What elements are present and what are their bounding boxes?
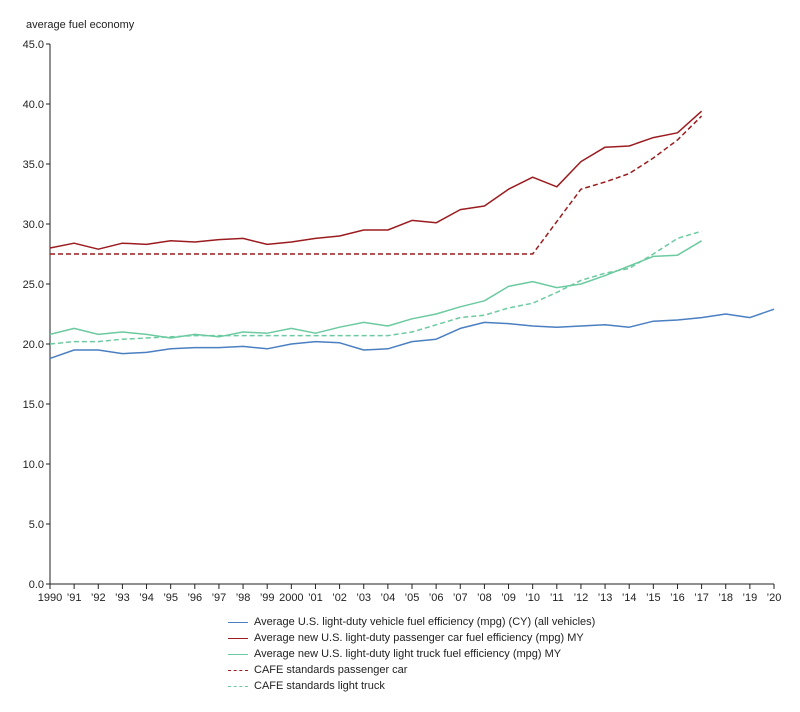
line-chart: average fuel economy 0.0 5.0 10.0 15.0 20.0 2… — [23, 19, 782, 604]
x-tick-label: ’20 — [767, 592, 782, 604]
series-line-4 — [50, 115, 703, 255]
y-tick-label: 30.0 — [23, 219, 44, 231]
x-tick-label: ’15 — [646, 592, 661, 604]
y-tick-label: 20.0 — [23, 339, 44, 351]
x-tick-label: ’08 — [477, 592, 492, 604]
series-line-5 — [49, 230, 702, 345]
x-tick-label: ’05 — [405, 592, 420, 604]
x-tick-label: ’01 — [308, 592, 323, 604]
x-tick-label: ’91 — [67, 592, 82, 604]
x-tick-label: ’02 — [332, 592, 347, 604]
y-tick-label: 40.0 — [23, 99, 44, 111]
x-tick-label: ’07 — [453, 592, 468, 604]
x-tick-label: ’94 — [139, 592, 154, 604]
x-tick-label: ’97 — [212, 592, 227, 604]
x-tick-label: ’99 — [260, 592, 275, 604]
x-tick-label: ’19 — [743, 592, 758, 604]
y-tick-label: 10.0 — [23, 459, 44, 471]
x-tick-label: ’11 — [550, 592, 564, 604]
y-tick-label: 35.0 — [23, 159, 44, 171]
x-tick-label: ’16 — [670, 592, 685, 604]
legend-label: CAFE standards light truck — [254, 680, 385, 692]
series-line-3 — [49, 240, 702, 339]
legend: Average U.S. light-duty vehicle fuel eff… — [228, 614, 595, 694]
x-tick-label: ’96 — [187, 592, 202, 604]
y-tick-label: 0.0 — [29, 579, 44, 591]
x-tick-label: ’06 — [429, 592, 444, 604]
x-tick-label: ’17 — [694, 592, 709, 604]
legend-swatch — [228, 685, 248, 687]
x-tick-label: 2000 — [279, 592, 303, 604]
x-tick-label: ’92 — [91, 592, 106, 604]
x-tick-label: ’98 — [236, 592, 251, 604]
legend-swatch — [228, 653, 248, 655]
legend-swatch — [228, 621, 248, 623]
x-tick-label: ’18 — [718, 592, 733, 604]
y-tick-label: 25.0 — [23, 279, 44, 291]
y-axis-title: average fuel economy — [26, 19, 135, 31]
x-tick-label: ’09 — [501, 592, 516, 604]
x-tick-label: ’04 — [381, 592, 396, 604]
legend-label: Average new U.S. light-duty passenger ca… — [254, 632, 584, 644]
legend-item: CAFE standards passenger car — [228, 662, 595, 678]
x-tick-label: ’10 — [525, 592, 540, 604]
x-tick-label: ’95 — [163, 592, 178, 604]
series-line-2 — [49, 110, 703, 250]
legend-item: Average new U.S. light-duty light truck … — [228, 646, 595, 662]
legend-label: Average new U.S. light-duty light truck … — [254, 648, 562, 660]
x-axis-ticks: 1990 ’91 ’92 ’93 ’94 ’95 ’96 ’97 ’98 ’99 2000 ’01 ’0… — [38, 584, 782, 604]
legend-item: CAFE standards light truck — [228, 678, 595, 694]
x-tick-label: 1990 — [38, 592, 62, 604]
y-tick-label: 45.0 — [23, 39, 44, 51]
legend-item: Average U.S. light-duty vehicle fuel eff… — [228, 614, 595, 630]
y-axis-ticks: 0.0 5.0 10.0 15.0 20.0 25.0 30.0 35.0 40.0 45.0 — [23, 39, 50, 591]
x-tick-label: ’03 — [356, 592, 371, 604]
x-tick-label: ’12 — [574, 592, 589, 604]
y-tick-label: 15.0 — [23, 399, 44, 411]
legend-swatch — [228, 669, 248, 671]
legend-label: CAFE standards passenger car — [254, 664, 408, 676]
series-line-1 — [49, 308, 775, 360]
series-lines — [49, 110, 775, 360]
legend-item: Average new U.S. light-duty passenger ca… — [228, 630, 595, 646]
legend-label: Average U.S. light-duty vehicle fuel eff… — [254, 616, 596, 628]
legend-swatch — [228, 637, 248, 639]
y-tick-label: 5.0 — [29, 519, 44, 531]
x-tick-label: ’13 — [598, 592, 613, 604]
x-tick-label: ’14 — [622, 592, 637, 604]
x-tick-label: ’93 — [115, 592, 130, 604]
